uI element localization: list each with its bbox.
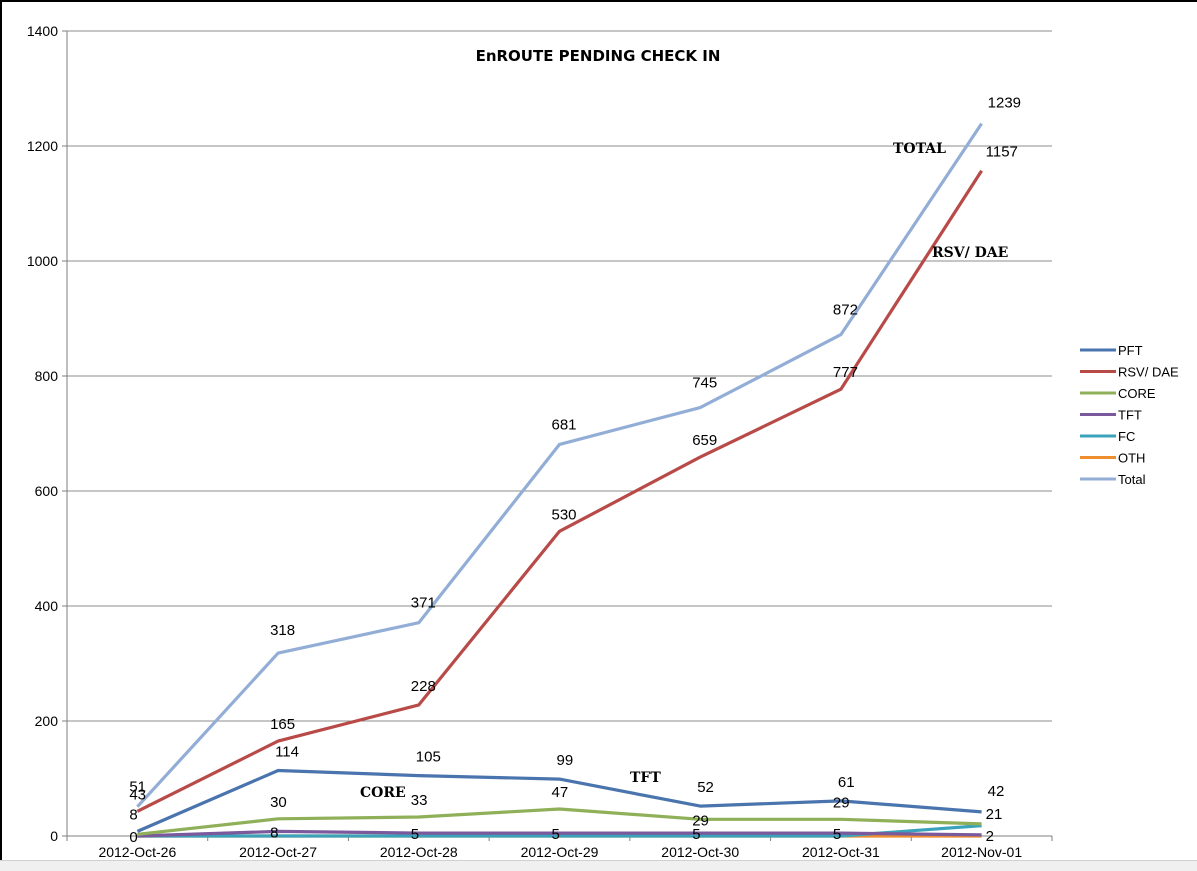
legend-label-oth: OTH <box>1118 451 1145 466</box>
x-tick-label: 2012-Oct-27 <box>239 844 317 860</box>
data-label: 165 <box>270 716 295 733</box>
data-label: 8 <box>129 806 137 823</box>
y-tick-label: 200 <box>35 713 59 729</box>
series-line-rsv-dae <box>136 169 983 813</box>
data-label: 318 <box>270 622 295 639</box>
data-label: 33 <box>411 792 428 809</box>
data-label: 8 <box>270 824 278 841</box>
x-tick-label: 2012-Oct-30 <box>661 844 739 860</box>
y-tick-label: 400 <box>35 598 59 614</box>
legend-label-tft: TFT <box>1118 408 1142 423</box>
series-line-core <box>137 807 982 836</box>
data-label: 21 <box>986 806 1003 823</box>
data-label: 681 <box>552 416 577 433</box>
legend-label-pft: PFT <box>1118 343 1143 358</box>
data-label: 1157 <box>986 144 1018 161</box>
data-label: 5 <box>833 826 841 843</box>
chart-annotation: CORE <box>360 785 406 801</box>
data-label: 47 <box>552 784 569 801</box>
data-label: 52 <box>697 779 714 796</box>
series-line-pft <box>136 768 982 833</box>
legend-label-total: Total <box>1118 472 1146 487</box>
data-label: 5 <box>692 826 700 843</box>
horizontal-scrollbar[interactable] <box>0 860 1197 871</box>
data-label: 42 <box>988 783 1005 800</box>
x-tick-label: 2012-Nov-01 <box>941 844 1022 860</box>
y-tick-label: 800 <box>35 368 59 384</box>
data-label: 0 <box>129 829 137 846</box>
data-label: 29 <box>692 812 709 829</box>
x-tick-label: 2012-Oct-31 <box>802 844 880 860</box>
data-label: 745 <box>692 375 717 392</box>
data-label: 872 <box>833 302 858 319</box>
data-label: 659 <box>692 432 717 449</box>
data-label: 228 <box>411 678 436 695</box>
series-line-fc <box>137 824 982 838</box>
data-label: 29 <box>833 794 850 811</box>
data-label: 114 <box>275 743 299 760</box>
y-tick-label: 1400 <box>27 23 58 39</box>
data-label: 777 <box>833 364 858 381</box>
y-tick-label: 0 <box>50 828 58 844</box>
data-label: 51 <box>129 779 146 796</box>
y-tick-label: 600 <box>35 483 59 499</box>
series-line-total <box>136 122 983 808</box>
y-tick-label: 1000 <box>27 253 58 269</box>
data-label: 43 <box>129 786 146 803</box>
data-label: 5 <box>552 826 560 843</box>
chart-annotation: RSV/ DAE <box>932 245 1008 261</box>
x-tick-label: 2012-Oct-26 <box>98 844 176 860</box>
chart-annotation: TFT <box>630 770 661 786</box>
data-label: 530 <box>552 506 577 523</box>
data-label: 99 <box>557 752 574 769</box>
x-tick-label: 2012-Oct-28 <box>380 844 458 860</box>
legend-label-fc: FC <box>1118 429 1135 444</box>
chart-annotation: TOTAL <box>893 141 946 157</box>
legend-label-core: CORE <box>1118 386 1156 401</box>
series-line-tft <box>137 829 982 838</box>
data-label: 30 <box>270 794 287 811</box>
data-label: 61 <box>838 774 855 791</box>
data-label: 5 <box>411 826 419 843</box>
data-label: 371 <box>411 595 436 612</box>
chart-title: EnROUTE PENDING CHECK IN <box>476 47 721 65</box>
data-label: 1239 <box>988 95 1021 112</box>
legend-label-rsv-dae: RSV/ DAE <box>1118 365 1179 380</box>
data-label: 2 <box>986 828 994 845</box>
data-label: 105 <box>416 749 441 766</box>
y-tick-label: 1200 <box>27 138 58 154</box>
x-tick-label: 2012-Oct-29 <box>521 844 599 860</box>
